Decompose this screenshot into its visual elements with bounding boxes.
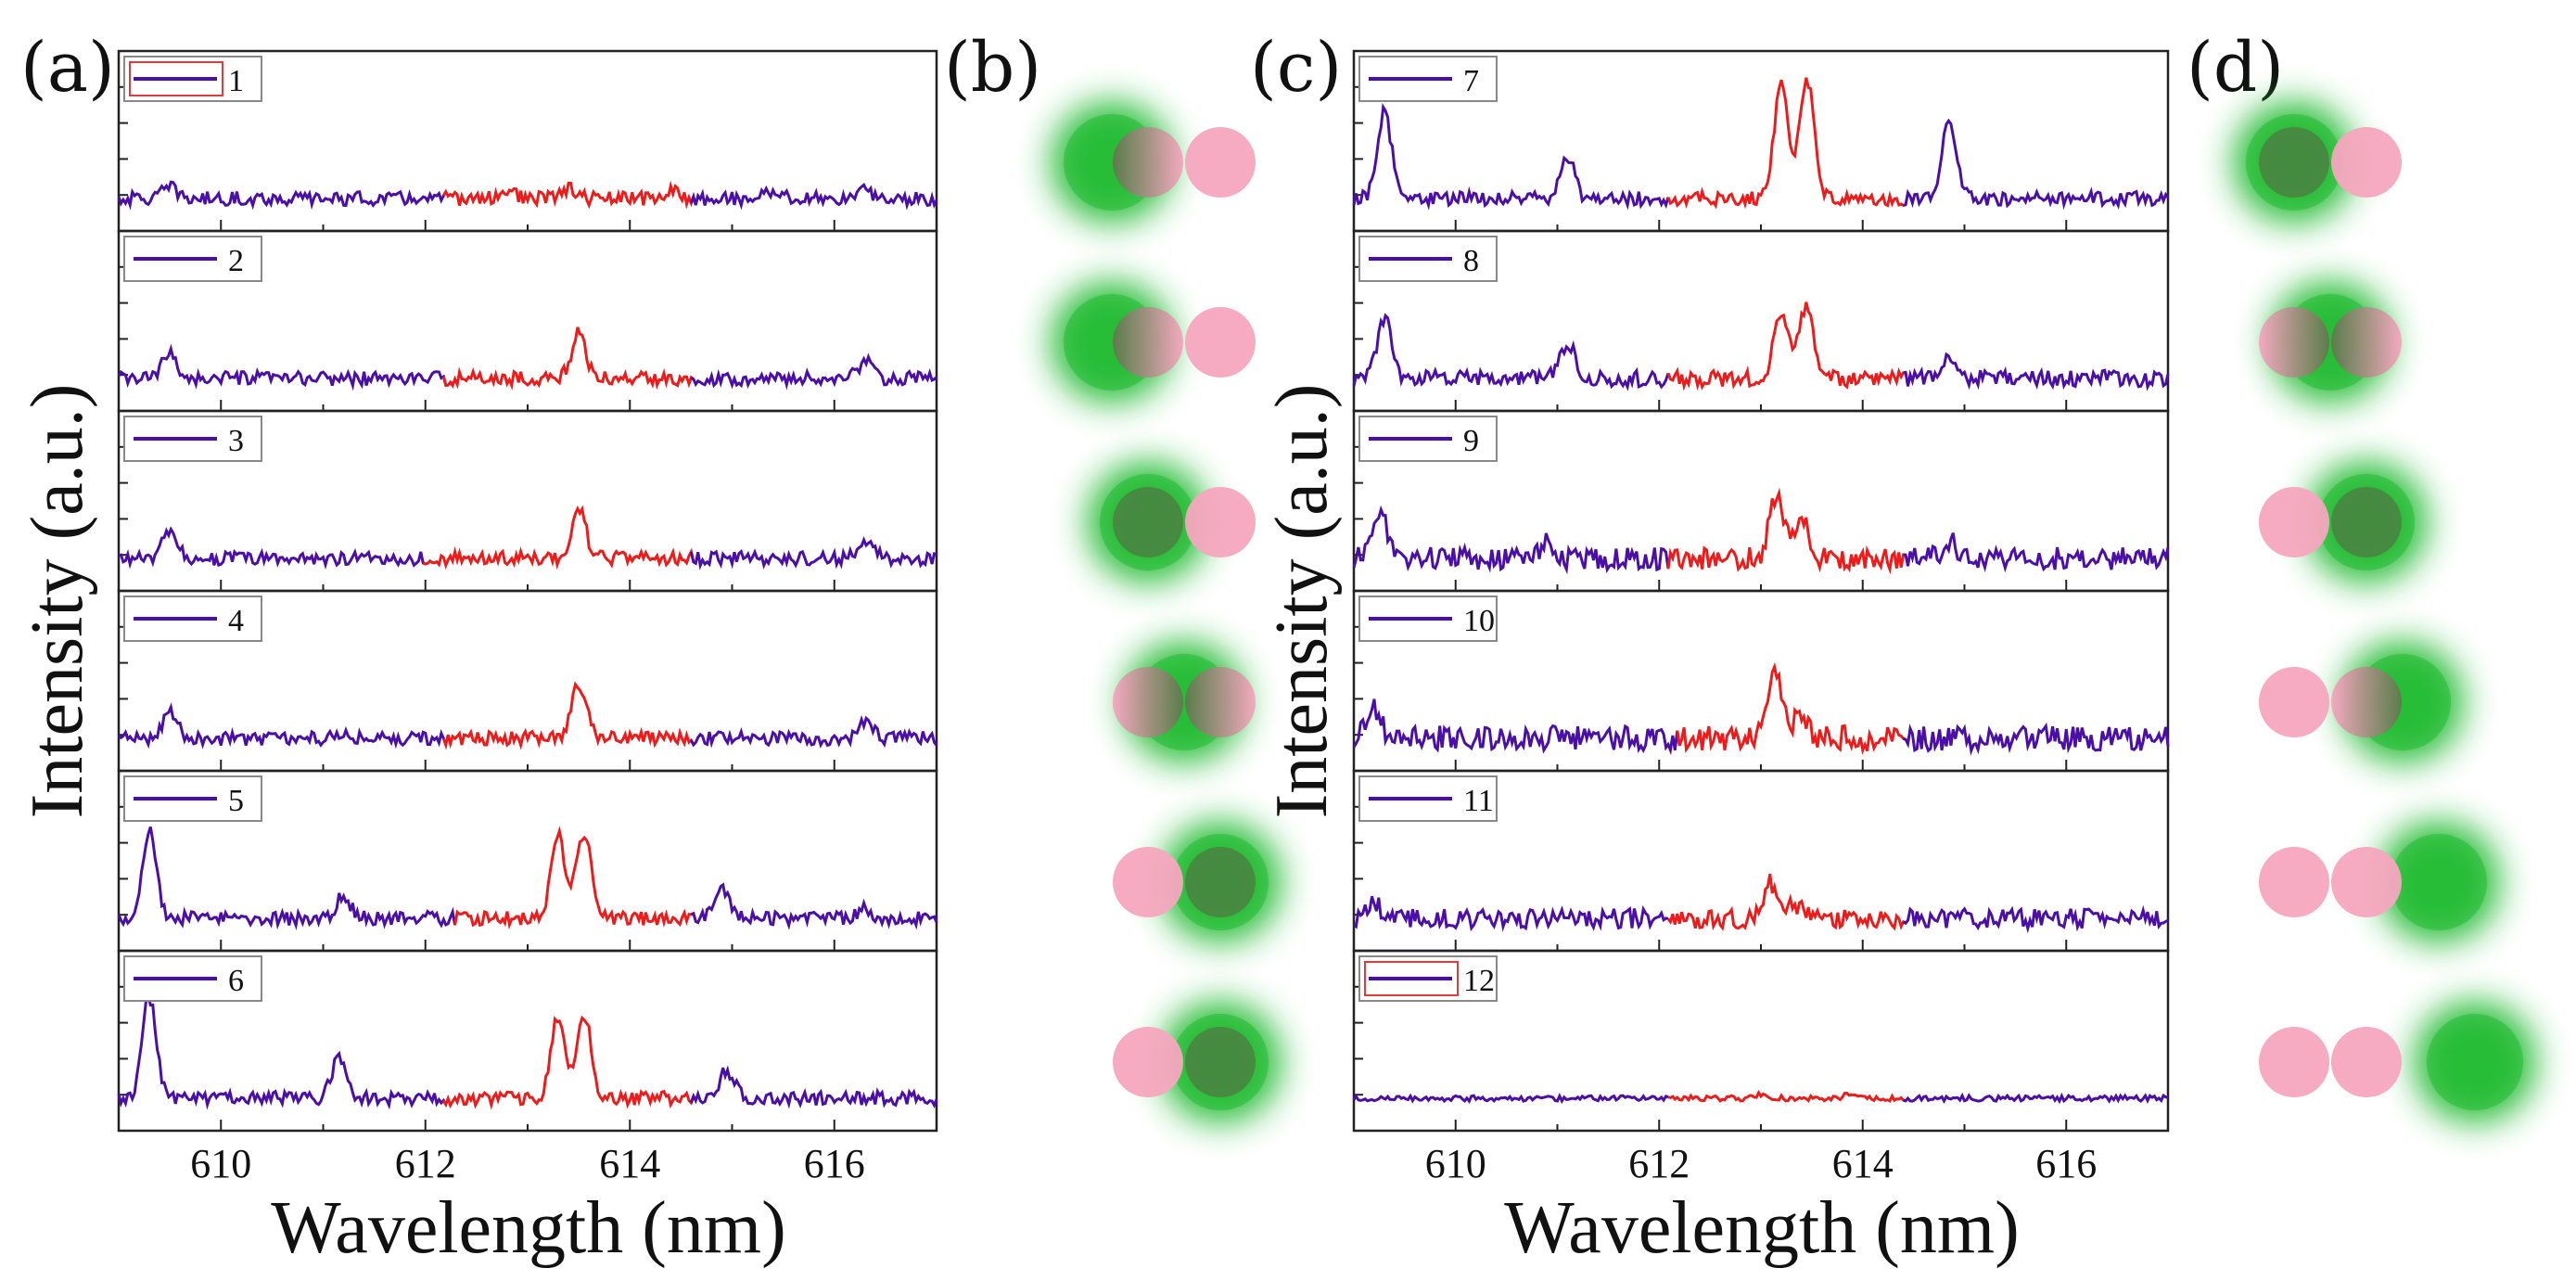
spectrum-line-12-left [1352,1093,1669,1105]
legend-label-3: 3 [228,424,244,458]
x-tick-label: 614 [599,1141,660,1186]
resonator-b-6-1 [1113,1027,1183,1097]
spectrum-line-4-right [690,714,938,749]
legend-label-9: 9 [1463,424,1479,458]
spectrum-line-7-left [1352,102,1670,211]
legend-label-4: 4 [228,604,244,638]
legend-label-11: 11 [1463,784,1494,818]
x-axis-title-a: Wavelength (nm) [271,1187,786,1269]
spectra-chart-c: 7 8 9 10 11 12 610 612 614 616 [1352,49,2170,1186]
legend-label-6: 6 [228,964,244,998]
resonator-b-5-1 [1113,847,1183,917]
resonator-d-6-2 [2331,1027,2402,1097]
resonator-b-2-2 [1185,307,1256,378]
resonator-b-1-1 [1113,127,1183,198]
spectrum-line-12-band [1667,1089,1906,1103]
panel-label-d: (d) [2187,28,2284,108]
panel-label-b: (b) [944,28,1041,108]
x-axis-title-c: Wavelength (nm) [1504,1187,2020,1269]
spectrum-line-5-right [690,882,938,930]
spectrum-line-8-left [1352,313,1670,391]
spectrum-line-1-band [442,180,695,210]
resonator-b-3-2 [1185,487,1256,557]
spectrum-line-6-left [117,991,448,1110]
resonator-d-2-2 [2331,307,2402,378]
resonator-d-3-1 [2259,487,2329,557]
spectrum-line-11-right [1902,904,2169,934]
spectrum-line-9-left [1352,505,1670,575]
panel-label-a: (a) [20,28,115,108]
resonator-b-4-2 [1185,667,1256,737]
spectrum-line-4-left [117,702,448,749]
pump-core-d-6 [2427,1014,2523,1110]
resonator-b-2-1 [1113,307,1183,378]
resonator-d-1-1 [2259,127,2329,198]
spectrum-line-12-right [1903,1092,2169,1105]
spectrum-line-4-band [441,681,695,750]
legend-highlight-12 [1364,961,1459,996]
spectra-chart-a: 1 2 3 4 5 6 610 612 614 616 [117,49,938,1186]
spectrum-line-11-left [1353,896,1669,932]
spectrum-line-6-band [442,1015,695,1110]
spectrum-line-8-right [1903,352,2170,391]
legend-label-5: 5 [228,784,244,818]
y-axis-title-a: Intensity (a.u.) [17,384,98,819]
spectrum-line-5-band [453,826,695,930]
resonator-d-4-2 [2331,667,2402,737]
resonator-d-5-2 [2331,847,2402,917]
schematic-d [2233,101,2536,1123]
resonator-b-6-2 [1185,1027,1256,1097]
spectrum-line-8-band [1666,301,1906,391]
spectrum-line-10-left [1352,698,1681,756]
resonator-d-4-1 [2259,667,2329,737]
spectrum-line-3-band [422,505,695,570]
spectrum-line-7-right [1903,118,2170,211]
spectrum-line-2-left [117,343,448,391]
spectrum-line-3-left [118,526,427,570]
spectrum-line-1-right [689,182,938,211]
resonator-d-5-1 [2259,847,2329,917]
resonator-b-1-2 [1185,127,1256,198]
spectrum-line-9-band [1666,487,1906,575]
spectrum-line-5-left [117,826,457,931]
resonator-b-3-1 [1113,487,1183,557]
spectrum-line-10-right [1903,722,2170,756]
spectrum-line-1-left [117,180,448,211]
resonator-d-6-1 [2259,1027,2329,1097]
x-tick-label: 612 [1628,1141,1690,1186]
legend-label-12: 12 [1463,964,1495,998]
x-tick-label: 614 [1832,1141,1894,1186]
spectrum-line-2-band [441,327,695,391]
spectrum-line-3-right [689,535,937,570]
x-tick-label: 616 [804,1141,865,1186]
x-tick-label: 616 [2035,1141,2097,1186]
pump-core-d-5 [2391,834,2487,930]
spectrum-line-2-right [690,352,937,391]
spectrum-line-11-band [1666,873,1906,931]
x-tick-label: 612 [395,1141,456,1186]
panel-label-c: (c) [1250,28,1342,108]
spectrum-line-6-right [689,1065,938,1109]
legend-label-10: 10 [1463,604,1495,638]
x-tick-label: 610 [1425,1141,1486,1186]
resonator-d-3-2 [2331,487,2402,557]
spectrum-line-10-band [1676,661,1906,756]
resonator-d-1-2 [2331,127,2402,198]
resonator-b-5-2 [1185,847,1256,917]
legend-label-7: 7 [1463,64,1479,98]
spectrum-line-9-right [1903,532,2170,573]
resonator-b-4-1 [1113,667,1183,737]
schematic-b [1051,101,1282,1123]
legend-label-1: 1 [228,64,244,98]
y-axis-title-c: Intensity (a.u.) [1261,384,1343,819]
resonator-d-2-1 [2259,307,2329,378]
legend-highlight-1 [129,61,223,96]
spectrum-line-7-band [1666,77,1906,210]
x-tick-label: 610 [190,1141,251,1186]
legend-label-8: 8 [1463,244,1479,278]
legend-label-2: 2 [228,244,244,278]
